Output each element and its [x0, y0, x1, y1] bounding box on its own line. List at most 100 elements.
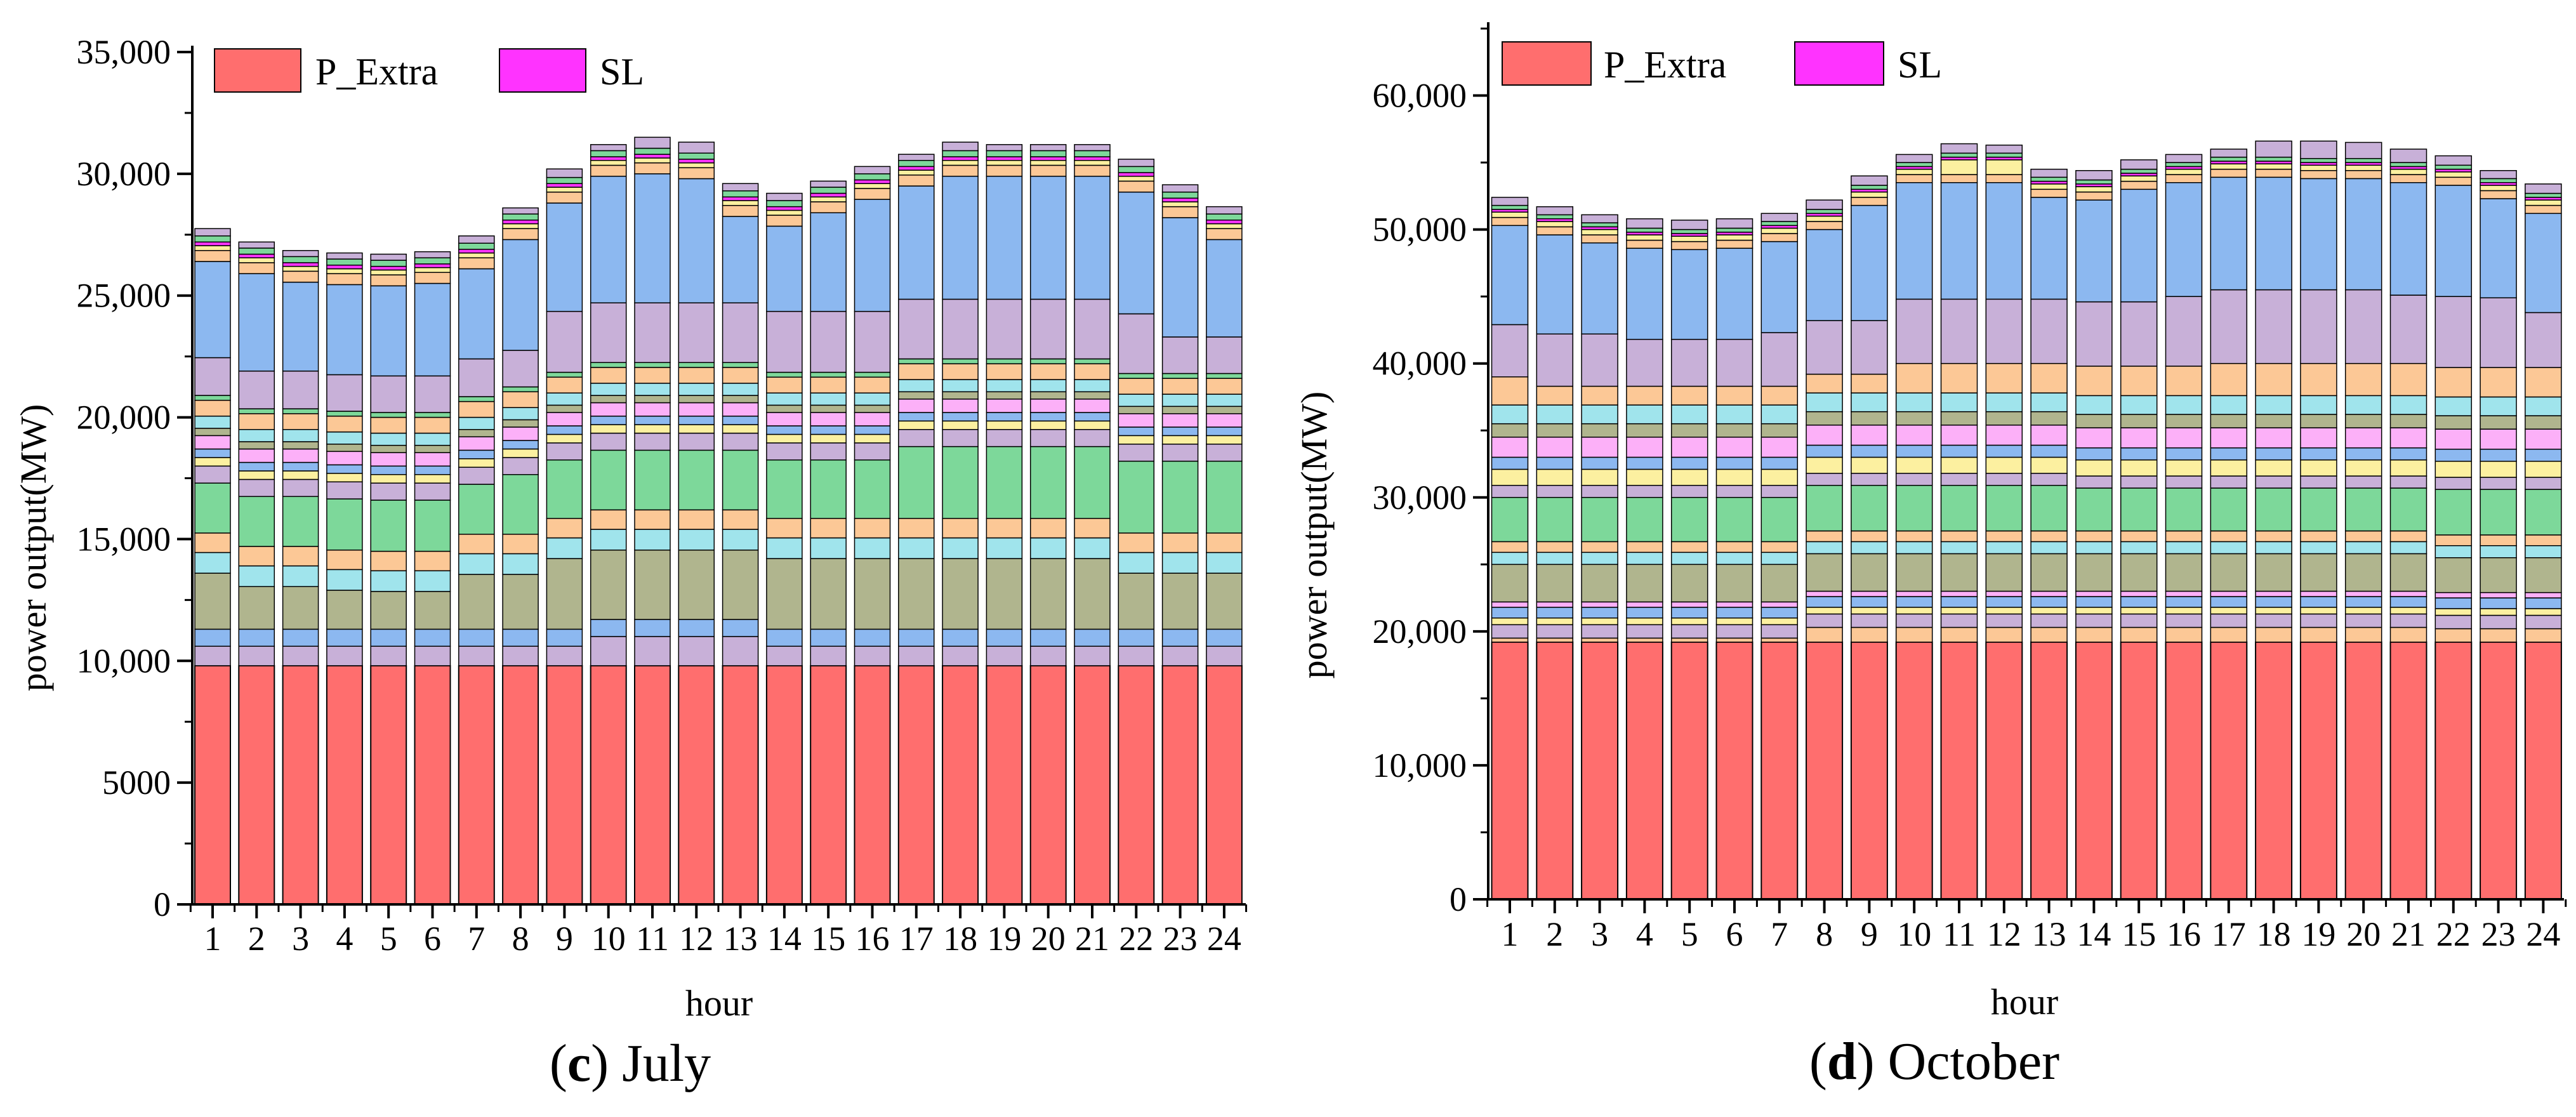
bar-segment-layer-4: [1536, 607, 1574, 619]
bar-segment-layer-17: [722, 204, 759, 217]
bar-segment-layer-13: [854, 376, 891, 393]
bar-segment-layer-14: [1206, 373, 1243, 379]
bar-segment-layer-17: [1074, 164, 1111, 177]
x-tick-label: 21: [1075, 920, 1109, 958]
bar-segment-layer-18: [2165, 182, 2203, 297]
bar-segment-layer-5: [1895, 590, 1933, 597]
bar-segment-layer-11: [1626, 468, 1663, 486]
bar-segment-layer-5: [1715, 601, 1754, 608]
bar-segment-layer-12: [1161, 393, 1199, 407]
bar-segment-layer-11: [2525, 461, 2562, 478]
bar-segment-layer-2: [1491, 624, 1529, 639]
bar-segment-layer-9: [2525, 489, 2562, 536]
bar-segment-layer-10: [1895, 473, 1933, 486]
bar-stack-hour-17: [2210, 149, 2248, 900]
bar-segment-p-extra: [678, 664, 715, 905]
bar-segment-layer-12: [942, 379, 979, 393]
bar-segment-layer-9: [2210, 487, 2248, 532]
bar-segment-layer-22: [1670, 228, 1708, 234]
bar-segment-layer-10: [370, 452, 407, 467]
bar-segment-layer-7: [326, 481, 363, 499]
bar-segment-layer-7: [986, 429, 1023, 447]
legend-item-p-extra: P_Extra: [214, 48, 438, 93]
bar-stack-hour-6: [1715, 218, 1754, 900]
bar-segment-layer-1: [678, 636, 715, 666]
bar-segment-layer-16: [722, 216, 759, 303]
x-tick-label: 3: [1591, 915, 1608, 953]
bar-segment-layer-11: [2165, 459, 2203, 477]
bar-segment-layer-7: [898, 429, 935, 447]
bar-segment-layer-11: [238, 441, 275, 450]
bar-segment-layer-15: [2210, 395, 2248, 415]
bar-segment-layer-20: [2075, 186, 2113, 193]
bar-segment-layer-12: [1940, 444, 1978, 458]
bar-segment-layer-14: [854, 371, 891, 378]
bar-segment-layer-18: [898, 169, 935, 176]
bar-segment-layer-12: [590, 383, 627, 396]
bar-segment-layer-11: [1029, 391, 1067, 400]
legend-item-sl: SL: [499, 48, 644, 93]
bar-segment-layer-18: [766, 209, 803, 216]
bar-segment-layer-15: [634, 302, 671, 363]
bar-segment-layer-3: [2389, 607, 2427, 615]
bar-segment-layer-22: [1626, 227, 1663, 233]
bar-segment-layer-3: [1715, 617, 1754, 626]
bar-segment-layer-19: [2300, 169, 2337, 180]
bar-segment-p-extra: [2480, 641, 2518, 900]
bar-segment-layer-18: [2210, 176, 2248, 291]
bar-segment-layer-3: [1985, 607, 2023, 615]
bar-segment-layer-6: [2075, 553, 2113, 592]
bar-segment-layer-17: [1760, 332, 1799, 387]
bar-segment-layer-4: [326, 569, 363, 591]
bar-stack-hour-24: [1205, 206, 1243, 905]
bar-segment-layer-9: [590, 415, 627, 425]
bar-segment-layer-21: [678, 142, 715, 154]
bar-segment-layer-17: [2075, 301, 2113, 367]
bar-segment-layer-15: [1670, 404, 1708, 425]
bar-segment-layer-12: [370, 432, 407, 446]
bar-segment-p-extra: [986, 664, 1023, 905]
bar-segment-layer-11: [722, 395, 759, 404]
bar-segment-layer-17: [942, 164, 979, 177]
bar-segment-layer-5: [2075, 590, 2113, 597]
bar-segment-layer-21: [942, 142, 979, 152]
bar-segment-layer-5: [2030, 590, 2068, 597]
bar-segment-layer-7: [414, 482, 451, 501]
bar-segment-layer-16: [458, 268, 495, 360]
bar-segment-layer-4: [1895, 596, 1933, 608]
bar-segment-layer-7: [1985, 541, 2023, 555]
bar-segment-layer-3: [2525, 608, 2562, 616]
bar-segment-layer-5: [326, 549, 363, 571]
bar-segment-p-extra: [2389, 641, 2427, 900]
bar-segment-layer-11: [1491, 468, 1529, 486]
bar-segment-layer-20: [502, 213, 539, 221]
bar-segment-layer-5: [942, 518, 979, 539]
bar-segment-layer-15: [1626, 404, 1663, 425]
bar-segment-layer-5: [1985, 590, 2023, 597]
bar-stack-hour-14: [2075, 169, 2113, 900]
bar-segment-layer-16: [2344, 362, 2382, 397]
bar-segment-layer-3: [1940, 607, 1978, 615]
bar-segment-layer-8: [1895, 530, 1933, 543]
bar-segment-layer-16: [1670, 385, 1708, 406]
bar-segment-layer-15: [194, 357, 231, 396]
bar-segment-layer-1: [810, 645, 847, 666]
bar-segment-layer-9: [2434, 489, 2473, 536]
bar-segment-layer-21: [370, 253, 407, 261]
bar-segment-layer-14: [1581, 423, 1618, 438]
bar-segment-layer-3: [2300, 607, 2337, 615]
bar-segment-layer-17: [546, 191, 583, 204]
bar-segment-layer-4: [1985, 596, 2023, 608]
bar-stack-hour-4: [326, 252, 363, 905]
bar-segment-layer-10: [2255, 475, 2292, 489]
bar-segment-layer-16: [1029, 175, 1067, 300]
bar-segment-layer-15: [1491, 404, 1529, 425]
bar-segment-layer-22: [2120, 168, 2158, 174]
bar-segment-layer-9: [898, 412, 935, 422]
bar-segment-layer-23: [2030, 168, 2068, 178]
bar-segment-layer-1: [1760, 637, 1799, 643]
bar-segment-layer-14: [2165, 414, 2203, 428]
bar-segment-layer-11: [942, 391, 979, 400]
bar-segment-layer-16: [1626, 385, 1663, 406]
bar-segment-layer-19: [1760, 233, 1799, 242]
